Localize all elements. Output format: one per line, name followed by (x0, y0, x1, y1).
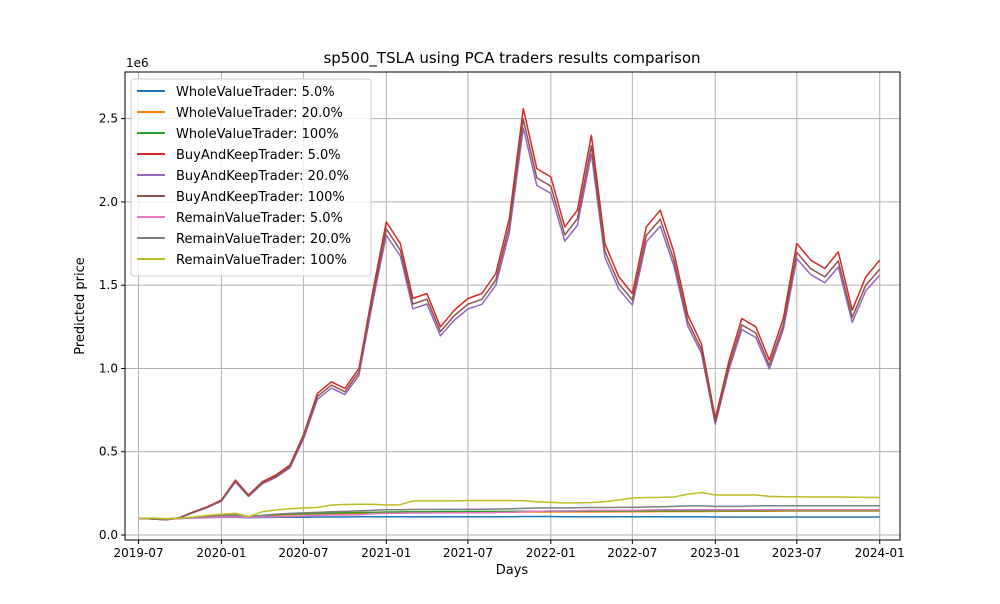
x-tick-label: 2020-01 (196, 546, 246, 560)
y-tick-label: 1.5 (99, 278, 118, 292)
legend-entry: BuyAndKeepTrader: 20.0% (176, 169, 349, 184)
series-line-8 (138, 504, 880, 520)
legend-entry: BuyAndKeepTrader: 5.0% (176, 148, 341, 163)
x-tick-label: 2019-07 (113, 546, 163, 560)
legend-box (130, 78, 372, 277)
series-line-6 (138, 118, 881, 521)
legend-entry: RemainValueTrader: 100% (176, 253, 347, 268)
x-tick-label: 2023-07 (772, 546, 822, 560)
legend: WholeValueTrader: 5.0% WholeValueTrader: … (130, 78, 372, 277)
x-tick-label: 2023-01 (690, 546, 740, 560)
x-axis-ticks: 2019-07 2020-01 2020-07 2021-01 2021-07 2022-… (113, 540, 905, 560)
legend-entry: RemainValueTrader: 5.0% (176, 211, 343, 226)
legend-entry: WholeValueTrader: 5.0% (176, 85, 335, 100)
series-line-9 (138, 491, 880, 520)
x-tick-label: 2021-07 (443, 546, 493, 560)
y-tick-label: 2.0 (99, 195, 118, 209)
legend-entry: BuyAndKeepTrader: 100% (176, 190, 345, 205)
x-axis-label: Days (496, 563, 529, 578)
x-tick-label: 2021-01 (361, 546, 411, 560)
legend-entry: RemainValueTrader: 20.0% (176, 232, 351, 247)
y-axis-label: Predicted price (73, 257, 88, 355)
chart-title: sp500_TSLA using PCA traders results com… (323, 49, 700, 68)
plot-frame (124, 71, 901, 541)
y-tick-label: 0.5 (99, 445, 118, 459)
y-axis-ticks: 0.0 0.5 1.0 1.5 2.0 2.5 (99, 112, 125, 542)
y-axis-offset-label: 1e6 (126, 56, 149, 70)
x-tick-label: 2022-01 (526, 546, 576, 560)
y-tick-label: 2.5 (99, 112, 118, 126)
x-tick-label: 2020-07 (278, 546, 328, 560)
y-tick-label: 0.0 (99, 528, 118, 542)
legend-entry: WholeValueTrader: 100% (176, 127, 339, 142)
series-line-4 (138, 107, 881, 521)
legend-entry: WholeValueTrader: 20.0% (176, 106, 343, 121)
series-line-7 (138, 508, 880, 520)
x-tick-label: 2024-01 (855, 546, 905, 560)
y-tick-label: 1.0 (99, 361, 118, 375)
x-tick-label: 2022-07 (607, 546, 657, 560)
series-lines (138, 107, 881, 521)
